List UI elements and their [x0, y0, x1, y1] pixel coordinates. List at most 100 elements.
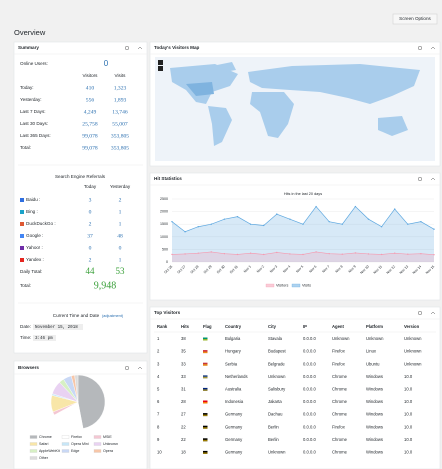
panel-toggle[interactable] [430, 46, 436, 50]
date-value: November 15, 2018 [35, 325, 78, 330]
cell: 0.0.0.0 [303, 374, 316, 379]
visits-value: 13,746 [112, 109, 128, 115]
cell: Germany [225, 450, 243, 455]
visitors-value: 25,758 [82, 121, 98, 127]
series-point [407, 253, 409, 255]
cell: 33 [181, 374, 186, 379]
time-value: 3:46 pm [35, 337, 53, 341]
cell: Unknown [404, 349, 422, 354]
cell: 5 [157, 387, 160, 392]
panel-control[interactable] [417, 45, 423, 51]
column-header: City [268, 324, 277, 329]
x-tick-label: Nov 2 [256, 264, 265, 273]
zoom-out[interactable] [158, 66, 163, 71]
panel-toggle[interactable] [430, 177, 436, 181]
flag-stripe [203, 402, 208, 404]
cell: 0.0.0.0 [303, 437, 316, 442]
online-label: Online Users: [20, 61, 48, 66]
series-point [341, 253, 343, 255]
series-point [263, 224, 265, 227]
cell: 10.0 [404, 374, 413, 379]
column-header: Version [404, 324, 420, 329]
row-label: Last 30 Days: [20, 121, 48, 126]
flag-stripe [203, 414, 208, 417]
row-label: Today: [20, 85, 34, 90]
cell: Netherlands [225, 374, 248, 379]
cell: 0.0.0.0 [303, 412, 316, 417]
cell: 28 [181, 399, 186, 404]
visitors-value: 556 [86, 97, 95, 103]
cell: Indonesia [225, 399, 244, 404]
south-america [208, 106, 232, 146]
screen-options[interactable]: Screen Options [399, 16, 431, 21]
cell: Berlin [268, 424, 279, 429]
visits-value: 353,805 [111, 145, 129, 151]
legend-label: MSIE [103, 435, 112, 439]
panel-control[interactable] [417, 310, 423, 316]
series-point [210, 251, 212, 253]
usa [186, 82, 214, 96]
panel-title: Today's Visitors Map [154, 45, 200, 50]
legend-label: Unknown [103, 442, 118, 446]
date-box [33, 324, 83, 330]
cell: 0.0.0.0 [303, 387, 316, 392]
cell: Windows [366, 387, 383, 392]
cell: Firefox [332, 361, 346, 366]
panel-title: Summary [18, 45, 39, 50]
engine-label: Baidu : [26, 197, 40, 202]
y-tick-label: 0 [166, 260, 168, 264]
cell: 10.0 [404, 412, 413, 417]
series-point [223, 218, 226, 220]
summary-panel [13, 41, 148, 354]
series-point [184, 253, 186, 255]
column-header: Country [225, 324, 242, 329]
x-tick-label: Nov 4 [282, 264, 291, 273]
series-point [249, 223, 252, 225]
panel-toggle[interactable] [137, 46, 143, 50]
engine-icon [20, 222, 24, 226]
panel-control[interactable] [417, 176, 423, 182]
section-title: Search Engine Referrals [55, 174, 106, 179]
column-header: Platform [366, 324, 383, 329]
zoom-in[interactable] [158, 60, 163, 65]
panel-toggle[interactable] [137, 366, 143, 370]
y-tick-label: 2500 [160, 197, 168, 201]
cell: Windows [366, 399, 383, 404]
series-point [289, 253, 291, 255]
cell: 0.0.0.0 [303, 349, 316, 354]
panel-title: Hit Statistics [154, 176, 182, 181]
engine-icon [20, 234, 24, 238]
column-header: Rank [157, 324, 168, 329]
visitors-value: 99,078 [82, 145, 98, 151]
cell: Salisbury [268, 387, 286, 392]
section-title: Current Time and Date [53, 313, 100, 318]
panel-toggle[interactable] [430, 311, 436, 315]
series-point [341, 223, 343, 225]
screen-options-button[interactable] [392, 13, 438, 25]
legend-swatch [61, 435, 70, 439]
cell: Hungary [225, 349, 242, 354]
cell: Chrome [332, 412, 348, 417]
yesterday-value: 2 [119, 197, 122, 203]
cell: Unknown [268, 374, 286, 379]
panel-control[interactable] [124, 45, 130, 51]
australia [378, 116, 408, 136]
flag-stripe [203, 376, 208, 379]
series-point [184, 231, 186, 233]
cell: Stavala [268, 336, 283, 341]
column-header: Agent [332, 324, 344, 329]
y-tick-label: 500 [162, 247, 168, 251]
panel-control[interactable] [124, 365, 130, 371]
visitors-value: 99,078 [82, 133, 98, 139]
cell: Linux [366, 349, 377, 354]
flag-stripe [203, 452, 208, 454]
cell: 33 [181, 361, 186, 366]
yesterday-value: 1 [119, 209, 122, 215]
row-label: Yesterday: [20, 97, 42, 102]
adjustment-link[interactable]: (adjustment) [102, 314, 124, 318]
cell: Windows [366, 424, 383, 429]
legend-label: Firefox [71, 435, 82, 439]
engine-label: Bing : [26, 209, 38, 214]
x-tick-label: Nov 7 [321, 264, 330, 273]
series-point [315, 251, 317, 253]
